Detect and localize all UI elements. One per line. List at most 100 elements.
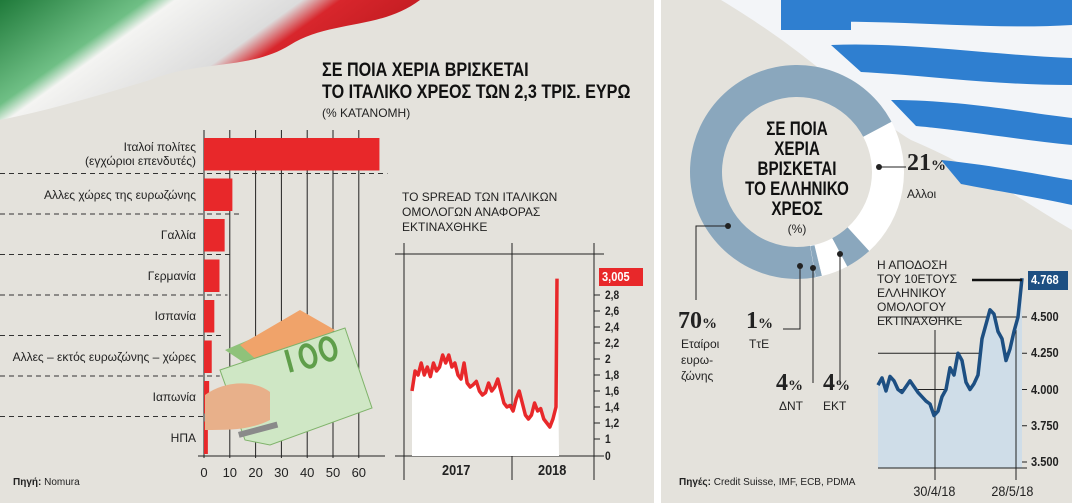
source-label: Πηγές: bbox=[679, 477, 711, 488]
spread-title: ΤΟ SPREAD ΤΩΝ ΙΤΑΛΙΚΩΝ ΟΜΟΛΟΓΩΝ ΑΝΑΦΟΡΑΣ Ε… bbox=[402, 190, 557, 235]
source-value: Nomura bbox=[44, 477, 80, 488]
title-line: ΤΟ ΕΛΛΗΝΙΚΟ bbox=[745, 179, 849, 200]
label-line: ευρω- bbox=[681, 353, 714, 367]
title-line: ΟΜΟΛΟΓΩΝ ΑΝΑΦΟΡΑΣ bbox=[402, 205, 541, 219]
italy-source: Πηγή: Nomura bbox=[13, 477, 80, 488]
slice-value: 1% bbox=[746, 308, 773, 337]
title-line: ΤΟΥ 10ΕΤΟΥΣ bbox=[877, 272, 958, 286]
donut-slice bbox=[809, 244, 823, 278]
label-line: Ισπανία bbox=[154, 309, 196, 324]
label-line: ΕΚΤ bbox=[823, 399, 847, 413]
italy-title-line2: ΤΟ ΙΤΑΛΙΚΟ ΧΡΕΟΣ ΤΩΝ 2,3 ΤΡΙΣ. ΕΥΡΩ bbox=[322, 82, 631, 103]
title-line: ΕΚΤΙΝΑΧΘΗΚΕ bbox=[402, 220, 488, 234]
title-line: Η ΑΠΟΔΟΣΗ bbox=[877, 258, 948, 272]
y-tick-label: 1,2 bbox=[605, 416, 620, 430]
x-tick-label: 50 bbox=[325, 465, 341, 480]
x-tick-label: 10 bbox=[222, 465, 238, 480]
bar-category-label: Αλλες – εκτός ευρωζώνης – χώρες bbox=[13, 350, 196, 364]
label-line: ζώνης bbox=[681, 369, 714, 383]
bar bbox=[204, 219, 225, 252]
y-tick-label: 2,4 bbox=[605, 320, 620, 334]
label-line: ΤτΕ bbox=[749, 337, 770, 351]
donut-chart bbox=[690, 64, 906, 383]
percent-sign: % bbox=[835, 378, 850, 394]
y-tick-label: 2,2 bbox=[605, 336, 620, 350]
label-line: Ιαπωνία bbox=[152, 390, 196, 405]
euro-banknotes-illustration bbox=[205, 310, 373, 446]
donut-slice bbox=[814, 238, 848, 276]
donut-slice bbox=[832, 227, 870, 267]
donut-slice bbox=[690, 64, 892, 279]
greece-panel: ΣΕ ΠΟΙΑ ΧΕΡΙΑ ΒΡΙΣΚΕΤΑΙ ΤΟ ΕΛΛΗΝΙΚΟ ΧΡΕΟΣ (%… bbox=[661, 0, 1072, 503]
x-tick-label: 40 bbox=[299, 465, 315, 480]
y-tick-label: 3.750 bbox=[1031, 417, 1059, 433]
greece-source: Πηγές: Credit Suisse, IMF, ECB, PDMA bbox=[679, 477, 855, 488]
label-line: Γαλλία bbox=[160, 228, 196, 243]
source-value: Credit Suisse, IMF, ECB, PDMA bbox=[713, 477, 856, 488]
italy-title-line1: ΣΕ ΠΟΙΑ ΧΕΡΙΑ ΒΡΙΣΚΕΤΑΙ bbox=[322, 60, 529, 81]
percent-sign: % bbox=[931, 158, 946, 174]
y-tick-label: 4.250 bbox=[1031, 345, 1059, 361]
italy-subtitle: (% ΚΑΤΑΝΟΜΗ) bbox=[322, 106, 411, 120]
label-line: Αλλες – εκτός ευρωζώνης – χώρες bbox=[12, 349, 196, 364]
x-tick-label: 30 bbox=[274, 465, 289, 480]
slice-value: 70% bbox=[678, 308, 717, 337]
yield-line bbox=[876, 277, 1024, 418]
leader-line bbox=[695, 225, 728, 300]
y-tick-label: 1,8 bbox=[605, 368, 620, 382]
slice-label: ΕΚΤ bbox=[823, 398, 846, 414]
x-label: 28/5/18 bbox=[991, 483, 1034, 499]
title-line: ΕΛΛΗΝΙΚΟΥ bbox=[877, 286, 947, 300]
slice-value: 4% bbox=[776, 370, 803, 399]
y-tick-label: 4.500 bbox=[1031, 309, 1059, 324]
slice-label: ΔΝΤ bbox=[779, 398, 803, 414]
x-label: 2017 bbox=[442, 462, 471, 479]
bar-category-label: Ισπανία bbox=[155, 309, 196, 323]
y-tick-label: 1,6 bbox=[605, 384, 620, 398]
slice-value: 21% bbox=[907, 150, 946, 179]
slice-label: ΤτΕ bbox=[749, 336, 769, 352]
greece-flag bbox=[721, 0, 1072, 230]
bar bbox=[204, 138, 380, 171]
x-label: 2018 bbox=[538, 462, 567, 479]
percent-sign: % bbox=[788, 378, 803, 394]
y-tick-label: 3.500 bbox=[1031, 454, 1059, 469]
x-tick-label: 60 bbox=[351, 465, 367, 480]
bar-category-label: Γαλλία bbox=[161, 228, 196, 242]
italy-panel: ΣΕ ΠΟΙΑ ΧΕΡΙΑ ΒΡΙΣΚΕΤΑΙ ΤΟ ΙΤΑΛΙΚΟ ΧΡΕΟΣ… bbox=[0, 0, 654, 503]
y-tick-label: 2,6 bbox=[605, 304, 620, 318]
title-line: ΧΡΕΟΣ bbox=[771, 199, 823, 220]
bar bbox=[204, 259, 220, 292]
bar bbox=[204, 340, 212, 373]
spread-line-chart bbox=[395, 243, 643, 480]
label-line: ΗΠΑ bbox=[170, 430, 196, 445]
bar-category-label: Ιταλοί πολίτες (εγχώριοι επενδυτές) bbox=[85, 140, 196, 168]
label-line: (εγχώριοι επενδυτές) bbox=[85, 154, 196, 169]
slice-label: Αλλοι bbox=[907, 186, 936, 202]
last-value-badge bbox=[1028, 271, 1068, 290]
bar bbox=[204, 178, 233, 211]
slice-value: 4% bbox=[823, 370, 850, 399]
leader-line bbox=[783, 266, 801, 330]
label-line: Εταίροι bbox=[681, 337, 720, 351]
title-line: ΧΕΡΙΑ bbox=[774, 139, 820, 160]
bar bbox=[204, 421, 208, 454]
percent-sign: % bbox=[758, 316, 773, 332]
label-line: Αλλες χώρες της ευρωζώνης bbox=[43, 187, 196, 202]
slice-value-number: 21 bbox=[907, 150, 931, 176]
y-tick-label: 4.000 bbox=[1031, 381, 1059, 397]
donut-slice bbox=[847, 121, 904, 252]
bar-category-label: ΗΠΑ bbox=[171, 431, 196, 445]
label-line: Αλλοι bbox=[907, 187, 937, 201]
last-value-badge bbox=[599, 268, 643, 286]
slice-value-number: 70 bbox=[678, 308, 702, 334]
label-line: Ιταλοί πολίτες bbox=[123, 140, 196, 155]
last-value-label: 3,005 bbox=[602, 269, 630, 284]
bar-category-label: Γερμανία bbox=[148, 269, 196, 283]
donut-center-title: ΣΕ ΠΟΙΑ ΧΕΡΙΑ ΒΡΙΣΚΕΤΑΙ ΤΟ ΕΛΛΗΝΙΚΟ ΧΡΕΟΣ bbox=[733, 120, 861, 220]
donut-unit: (%) bbox=[787, 222, 807, 236]
area-fill bbox=[412, 278, 559, 456]
y-tick-label: 2 bbox=[605, 352, 611, 366]
slice-value-number: 4 bbox=[776, 370, 788, 396]
x-tick-label: 20 bbox=[248, 465, 263, 480]
